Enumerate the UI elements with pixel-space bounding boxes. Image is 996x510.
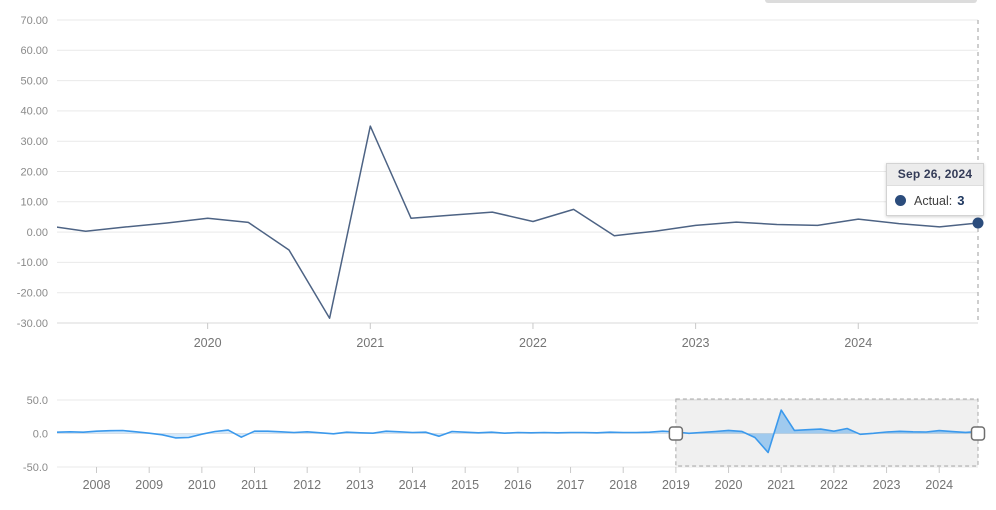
nav-x-tick-label: 2020 — [715, 478, 743, 492]
nav-y-tick-label: -50.0 — [23, 462, 48, 474]
cutoff-toolbar-edge — [765, 0, 977, 3]
tooltip-series-label: Actual: — [914, 193, 953, 208]
nav-x-tick-label: 2013 — [346, 478, 374, 492]
main-y-tick-label: 10.00 — [20, 197, 48, 209]
nav-x-tick-label: 2024 — [925, 478, 953, 492]
nav-y-tick-label: 0.0 — [33, 428, 48, 440]
main-x-tick-label: 2022 — [519, 336, 547, 350]
nav-x-tick-label: 2021 — [767, 478, 795, 492]
nav-y-tick-label: 50.0 — [27, 395, 48, 407]
tooltip-value: 3 — [957, 193, 965, 208]
last-point-marker — [972, 217, 984, 229]
main-y-tick-label: -30.00 — [17, 318, 48, 330]
main-y-tick-label: 60.00 — [20, 45, 48, 57]
main-x-tick-label: 2023 — [682, 336, 710, 350]
main-x-tick-label: 2020 — [194, 336, 222, 350]
navigator-handle-right[interactable] — [970, 426, 986, 441]
nav-x-tick-label: 2019 — [662, 478, 690, 492]
nav-x-tick-label: 2009 — [135, 478, 163, 492]
main-x-tick-label: 2024 — [844, 336, 872, 350]
tooltip: Sep 26, 2024 Actual: 3 — [886, 163, 984, 216]
tooltip-date: Sep 26, 2024 — [887, 164, 983, 186]
selection-window-border[interactable] — [675, 398, 979, 467]
tooltip-body: Actual: 3 — [887, 186, 983, 215]
nav-x-tick-label: 2015 — [451, 478, 479, 492]
main-y-tick-label: 50.00 — [20, 75, 48, 87]
main-y-tick-label: -20.00 — [17, 288, 48, 300]
nav-x-tick-label: 2022 — [820, 478, 848, 492]
nav-x-tick-label: 2011 — [241, 478, 268, 492]
nav-area-fill-selected — [675, 410, 978, 453]
navigator-handle-left[interactable] — [668, 426, 684, 441]
main-chart[interactable]: 70.00 60.00 50.00 40.00 30.00 20.00 10.00 0.00 -… — [17, 15, 984, 350]
nav-x-tick-label: 2018 — [609, 478, 637, 492]
main-y-tick-label: -10.00 — [17, 257, 48, 269]
main-y-tick-label: 40.00 — [20, 106, 48, 118]
nav-series-line — [56, 409, 979, 454]
nav-x-tick-label: 2012 — [293, 478, 321, 492]
main-y-tick-label: 30.00 — [20, 136, 48, 148]
nav-x-tick-label: 2017 — [557, 478, 585, 492]
series-marker-icon — [895, 195, 906, 206]
main-x-tick-label: 2021 — [356, 336, 384, 350]
main-y-tick-label: 20.00 — [20, 166, 48, 178]
nav-x-tick-label: 2008 — [83, 478, 111, 492]
nav-x-tick-label: 2010 — [188, 478, 216, 492]
nav-area-fill — [57, 410, 978, 453]
nav-x-tick-label: 2023 — [873, 478, 901, 492]
navigator[interactable]: 50.0 0.0 -50.0 2008 2009 2010 2011 2012 2013 2014… — [23, 395, 986, 492]
main-y-tick-label: 70.00 — [20, 15, 48, 27]
nav-x-tick-label: 2016 — [504, 478, 532, 492]
actual-series-line — [57, 125, 978, 319]
nav-x-tick-label: 2014 — [399, 478, 427, 492]
main-y-tick-label: 0.00 — [27, 227, 48, 239]
